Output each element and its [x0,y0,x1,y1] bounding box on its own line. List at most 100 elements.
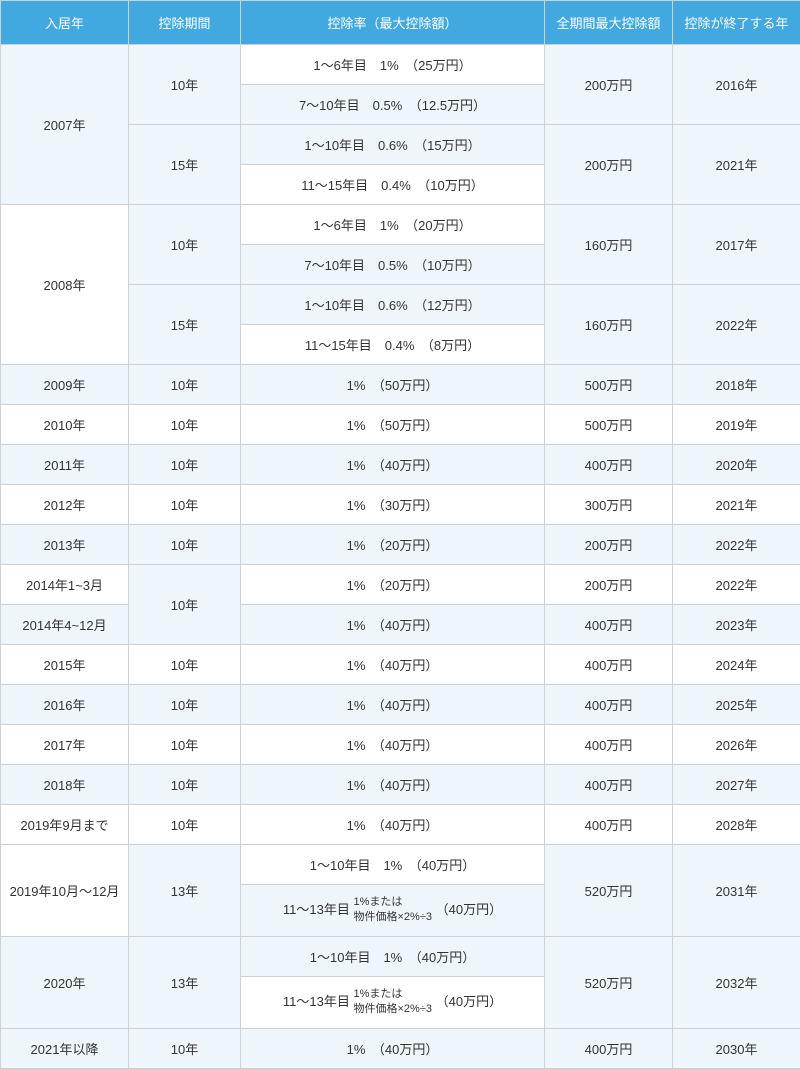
cell-year: 2016年 [1,685,129,725]
cell-period: 10年 [129,445,241,485]
col-header-period: 控除期間 [129,1,241,45]
cell-rate: 1～10年目 0.6% （12万円） [241,285,545,325]
table-header-row: 入居年 控除期間 控除率（最大控除額） 全期間最大控除額 控除が終了する年 [1,1,800,45]
cell-max: 400万円 [545,805,673,845]
cell-end: 2024年 [673,645,800,685]
cell-end: 2022年 [673,525,800,565]
cell-year: 2018年 [1,765,129,805]
table-row: 2018年 10年 1% （40万円） 400万円 2027年 [1,765,800,805]
cell-rate: 7～10年目 0.5% （12.5万円） [241,85,545,125]
cell-max: 200万円 [545,45,673,125]
cell-end: 2019年 [673,405,800,445]
table-row: 2019年10月～12月 13年 1～10年目 1% （40万円） 520万円 … [1,845,800,885]
cell-max: 520万円 [545,845,673,937]
deduction-table: 入居年 控除期間 控除率（最大控除額） 全期間最大控除額 控除が終了する年 20… [0,0,800,1069]
cell-year: 2014年1~3月 [1,565,129,605]
cell-period: 10年 [129,205,241,285]
table-row: 2016年 10年 1% （40万円） 400万円 2025年 [1,685,800,725]
table-row: 2009年 10年 1% （50万円） 500万円 2018年 [1,365,800,405]
cell-rate: 1～6年目 1% （25万円） [241,45,545,85]
col-header-end: 控除が終了する年 [673,1,800,45]
cell-end: 2021年 [673,485,800,525]
table-row: 2014年1~3月 10年 1% （20万円） 200万円 2022年 [1,565,800,605]
table-row: 2010年 10年 1% （50万円） 500万円 2019年 [1,405,800,445]
cell-max: 400万円 [545,645,673,685]
cell-period: 10年 [129,645,241,685]
cell-year: 2013年 [1,525,129,565]
cell-rate: 1% （40万円） [241,605,545,645]
cell-rate: 1% （40万円） [241,1028,545,1068]
cell-rate: 1% （50万円） [241,365,545,405]
cell-period: 10年 [129,405,241,445]
cell-max: 400万円 [545,685,673,725]
cell-rate: 11～13年目 1%または物件価格×2%÷3 （40万円） [241,885,545,937]
cell-max: 400万円 [545,445,673,485]
cell-period: 15年 [129,285,241,365]
cell-max: 500万円 [545,405,673,445]
cell-rate: 1% （50万円） [241,405,545,445]
cell-max: 160万円 [545,205,673,285]
cell-year: 2010年 [1,405,129,445]
cell-end: 2020年 [673,445,800,485]
cell-max: 200万円 [545,525,673,565]
cell-rate: 1% （20万円） [241,565,545,605]
cell-rate: 1% （40万円） [241,805,545,845]
rate-prefix: 11～13年目 [283,902,350,917]
table-row: 2012年 10年 1% （30万円） 300万円 2021年 [1,485,800,525]
col-header-rate: 控除率（最大控除額） [241,1,545,45]
cell-end: 2022年 [673,565,800,605]
cell-rate: 1～10年目 1% （40万円） [241,936,545,976]
cell-end: 2030年 [673,1028,800,1068]
table-row: 2017年 10年 1% （40万円） 400万円 2026年 [1,725,800,765]
cell-period: 13年 [129,936,241,1028]
cell-end: 2025年 [673,685,800,725]
rate-detail: 1%または物件価格×2%÷3 [354,895,432,926]
cell-period: 10年 [129,365,241,405]
table-row: 2013年 10年 1% （20万円） 200万円 2022年 [1,525,800,565]
cell-period: 10年 [129,1028,241,1068]
table-row: 2015年 10年 1% （40万円） 400万円 2024年 [1,645,800,685]
cell-year: 2008年 [1,205,129,365]
col-header-max: 全期間最大控除額 [545,1,673,45]
cell-year: 2019年9月まで [1,805,129,845]
cell-max: 200万円 [545,125,673,205]
cell-period: 10年 [129,685,241,725]
col-header-year: 入居年 [1,1,129,45]
cell-max: 520万円 [545,936,673,1028]
cell-year: 2009年 [1,365,129,405]
cell-rate: 1% （40万円） [241,765,545,805]
cell-year: 2017年 [1,725,129,765]
cell-period: 10年 [129,725,241,765]
cell-year: 2014年4~12月 [1,605,129,645]
table-row: 2020年 13年 1～10年目 1% （40万円） 520万円 2032年 [1,936,800,976]
cell-end: 2023年 [673,605,800,645]
cell-period: 10年 [129,765,241,805]
cell-max: 500万円 [545,365,673,405]
rate-suffix: （40万円） [436,994,502,1009]
table-row: 2014年4~12月 1% （40万円） 400万円 2023年 [1,605,800,645]
cell-end: 2017年 [673,205,800,285]
cell-max: 200万円 [545,565,673,605]
cell-rate: 1% （40万円） [241,645,545,685]
table-row: 2007年 10年 1～6年目 1% （25万円） 200万円 2016年 [1,45,800,85]
cell-rate: 7～10年目 0.5% （10万円） [241,245,545,285]
table-row: 2011年 10年 1% （40万円） 400万円 2020年 [1,445,800,485]
cell-rate: 1～10年目 0.6% （15万円） [241,125,545,165]
cell-rate: 1% （40万円） [241,685,545,725]
cell-rate: 1～6年目 1% （20万円） [241,205,545,245]
cell-year: 2011年 [1,445,129,485]
cell-end: 2027年 [673,765,800,805]
cell-rate: 1% （20万円） [241,525,545,565]
cell-end: 2016年 [673,45,800,125]
table-row: 2021年以降 10年 1% （40万円） 400万円 2030年 [1,1028,800,1068]
cell-period: 10年 [129,485,241,525]
cell-end: 2028年 [673,805,800,845]
table-row: 2019年9月まで 10年 1% （40万円） 400万円 2028年 [1,805,800,845]
cell-year: 2007年 [1,45,129,205]
rate-detail: 1%または物件価格×2%÷3 [354,987,432,1018]
cell-end: 2026年 [673,725,800,765]
cell-period: 10年 [129,45,241,125]
cell-rate: 11～15年目 0.4% （10万円） [241,165,545,205]
cell-year: 2012年 [1,485,129,525]
cell-end: 2032年 [673,936,800,1028]
